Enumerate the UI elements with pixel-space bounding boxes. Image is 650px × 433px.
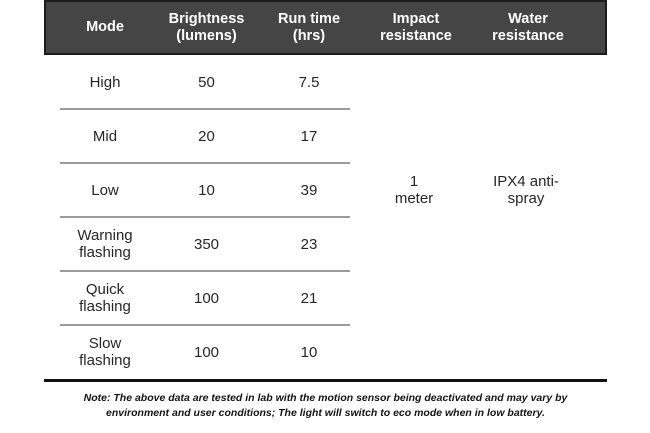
water-resistance-cell: IPX4 anti-spray bbox=[461, 173, 591, 207]
mode-cell: Mid bbox=[93, 128, 117, 145]
runtime-value: 23 bbox=[300, 235, 318, 253]
brightness-value: 50 bbox=[198, 73, 215, 91]
table-body: High 50 7.5 Mid 20 17 Low 10 39 Warning … bbox=[44, 55, 607, 379]
mode-cell: High bbox=[90, 74, 121, 91]
impact-resistance-cell: 1 meter bbox=[367, 173, 461, 207]
runtime-cell: 23 bbox=[301, 236, 318, 253]
water-resistance-value: IPX4 anti-spray bbox=[493, 173, 559, 207]
runtime-cell: 17 bbox=[301, 128, 318, 145]
table-row-warning-flashing: Warning flashing 350 23 bbox=[46, 217, 593, 272]
table-row-low: Low 10 39 bbox=[46, 163, 593, 218]
runtime-cell: 21 bbox=[301, 290, 318, 307]
row-separator bbox=[60, 216, 350, 218]
brightness-cell: 100 bbox=[194, 290, 219, 307]
brightness-cell: 20 bbox=[198, 128, 215, 145]
brightness-value: 20 bbox=[198, 127, 215, 145]
table-bottom-rule bbox=[44, 379, 607, 382]
row-separator bbox=[60, 324, 350, 326]
column-header-runtime: Run time (hrs) bbox=[271, 11, 347, 45]
runtime-value: 39 bbox=[300, 181, 318, 199]
brightness-cell: 50 bbox=[198, 74, 215, 91]
brightness-value: 100 bbox=[193, 343, 220, 361]
runtime-cell: 39 bbox=[301, 182, 318, 199]
table-row-quick-flashing: Quick flashing 100 21 bbox=[46, 271, 593, 326]
runtime-cell: 10 bbox=[301, 344, 318, 361]
brightness-cell: 100 bbox=[194, 344, 219, 361]
column-header-brightness-label: Brightness (lumens) bbox=[168, 10, 245, 44]
brightness-value: 100 bbox=[193, 289, 220, 307]
column-header-water: Water resistance bbox=[490, 11, 566, 45]
column-header-mode-label: Mode bbox=[86, 19, 124, 35]
runtime-value: 10 bbox=[300, 343, 318, 361]
row-separator bbox=[60, 108, 350, 110]
column-header-impact: Impact resistance bbox=[378, 11, 454, 45]
mode-cell: Warning flashing bbox=[73, 227, 137, 261]
row-separator bbox=[60, 162, 350, 164]
table-header-row: Mode Brightness (lumens) Run time (hrs) … bbox=[44, 0, 607, 55]
mode-value: Mid bbox=[92, 127, 118, 145]
mode-value: Quick flashing bbox=[79, 281, 131, 315]
impact-resistance-value: 1 meter bbox=[394, 173, 434, 207]
note-text: Note: The above data are tested in lab w… bbox=[83, 392, 568, 419]
table-row-mid: Mid 20 17 bbox=[46, 109, 593, 164]
mode-cell: Slow flashing bbox=[73, 335, 137, 369]
runtime-value: 21 bbox=[300, 289, 318, 307]
mode-cell: Quick flashing bbox=[73, 281, 137, 315]
runtime-cell: 7.5 bbox=[299, 74, 320, 91]
table-row-high: High 50 7.5 bbox=[46, 55, 593, 110]
brightness-value: 10 bbox=[198, 181, 215, 199]
mode-value: Warning flashing bbox=[77, 227, 133, 261]
row-separator bbox=[60, 270, 350, 272]
brightness-cell: 10 bbox=[198, 182, 215, 199]
column-header-water-label: Water resistance bbox=[492, 10, 564, 44]
mode-value: High bbox=[89, 73, 121, 91]
brightness-value: 350 bbox=[193, 235, 220, 253]
spec-table: Mode Brightness (lumens) Run time (hrs) … bbox=[44, 0, 607, 421]
column-header-impact-label: Impact resistance bbox=[380, 10, 452, 44]
mode-cell: Low bbox=[91, 182, 119, 199]
mode-value: Slow flashing bbox=[79, 335, 131, 369]
runtime-value: 17 bbox=[300, 127, 318, 145]
column-header-runtime-label: Run time (hrs) bbox=[277, 10, 341, 44]
brightness-cell: 350 bbox=[194, 236, 219, 253]
column-header-brightness: Brightness (lumens) bbox=[169, 11, 245, 45]
runtime-value: 7.5 bbox=[298, 73, 320, 91]
table-row-slow-flashing: Slow flashing 100 10 bbox=[46, 325, 593, 379]
column-header-mode: Mode bbox=[86, 19, 124, 36]
mode-value: Low bbox=[91, 181, 119, 199]
